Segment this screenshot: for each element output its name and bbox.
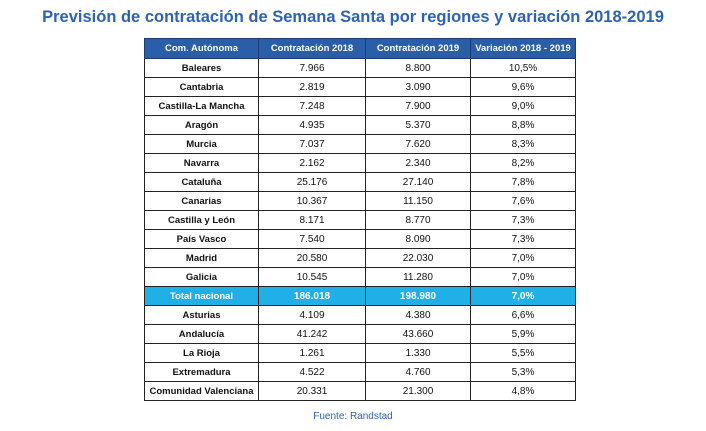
cell-variation: 7,3%	[470, 229, 576, 249]
cell-hiring-2018: 186.018	[258, 286, 366, 306]
cell-variation: 7,0%	[470, 248, 576, 268]
cell-hiring-2018: 10.367	[258, 191, 366, 211]
cell-hiring-2019: 1.330	[365, 343, 471, 363]
table-row: Baleares 7.966 8.800 10,5%	[144, 58, 576, 78]
table-row: Murcia 7.037 7.620 8,3%	[144, 134, 576, 154]
table-row: Aragón 4.935 5.370 8,8%	[144, 115, 576, 135]
table-row: Navarra 2.162 2.340 8,2%	[144, 153, 576, 173]
table-row: País Vasco 7.540 8.090 7,3%	[144, 229, 576, 249]
cell-region: Madrid	[144, 248, 259, 268]
hiring-table: Com. Autónoma Contratación 2018 Contrata…	[144, 38, 576, 401]
cell-variation: 10,5%	[470, 58, 576, 78]
cell-variation: 9,0%	[470, 96, 576, 116]
table-row: Castilla-La Mancha 7.248 7.900 9,0%	[144, 96, 576, 116]
column-header-variation: Variación 2018 - 2019	[470, 38, 576, 59]
cell-hiring-2019: 4.760	[365, 362, 471, 382]
cell-hiring-2019: 27.140	[365, 172, 471, 192]
cell-hiring-2018: 7.966	[258, 58, 366, 78]
table-row: Andalucía 41.242 43.660 5,9%	[144, 324, 576, 344]
cell-hiring-2019: 21.300	[365, 381, 471, 401]
cell-hiring-2018: 7.540	[258, 229, 366, 249]
cell-hiring-2018: 2.162	[258, 153, 366, 173]
cell-hiring-2018: 8.171	[258, 210, 366, 230]
cell-variation: 9,6%	[470, 77, 576, 97]
cell-hiring-2018: 20.580	[258, 248, 366, 268]
cell-region: Cataluña	[144, 172, 259, 192]
cell-hiring-2018: 20.331	[258, 381, 366, 401]
cell-region: Asturias	[144, 305, 259, 325]
cell-hiring-2019: 5.370	[365, 115, 471, 135]
table-row: Castilla y León 8.171 8.770 7,3%	[144, 210, 576, 230]
cell-variation: 7,8%	[470, 172, 576, 192]
table-row: Madrid 20.580 22.030 7,0%	[144, 248, 576, 268]
cell-hiring-2019: 11.280	[365, 267, 471, 287]
cell-hiring-2019: 22.030	[365, 248, 471, 268]
cell-region: Cantabria	[144, 77, 259, 97]
cell-hiring-2019: 8.090	[365, 229, 471, 249]
cell-hiring-2019: 8.800	[365, 58, 471, 78]
table-row: Galicia 10.545 11.280 7,0%	[144, 267, 576, 287]
table-body: Baleares 7.966 8.800 10,5% Cantabria 2.819 3.0…	[144, 58, 576, 401]
column-header-region: Com. Autónoma	[144, 38, 259, 59]
table-row: Asturias 4.109 4.380 6,6%	[144, 305, 576, 325]
cell-hiring-2019: 7.620	[365, 134, 471, 154]
cell-region: Total nacional	[144, 286, 259, 306]
table-row: Cataluña 25.176 27.140 7,8%	[144, 172, 576, 192]
cell-region: Aragón	[144, 115, 259, 135]
cell-region: Canarias	[144, 191, 259, 211]
page-title: Previsión de contratación de Semana Sant…	[42, 8, 664, 26]
cell-variation: 8,8%	[470, 115, 576, 135]
cell-hiring-2019: 11.150	[365, 191, 471, 211]
cell-region: Andalucía	[144, 324, 259, 344]
table-total-row: Total nacional 186.018 198.980 7,0%	[144, 286, 576, 306]
column-header-hiring-2019: Contratación 2019	[365, 38, 471, 59]
cell-region: Baleares	[144, 58, 259, 78]
cell-variation: 5,9%	[470, 324, 576, 344]
cell-hiring-2018: 41.242	[258, 324, 366, 344]
cell-hiring-2018: 1.261	[258, 343, 366, 363]
table-row: La Rioja 1.261 1.330 5,5%	[144, 343, 576, 363]
cell-variation: 4,8%	[470, 381, 576, 401]
source-note: Fuente: Randstad	[313, 411, 393, 422]
cell-hiring-2019: 7.900	[365, 96, 471, 116]
cell-region: Extremadura	[144, 362, 259, 382]
cell-region: Murcia	[144, 134, 259, 154]
cell-hiring-2019: 43.660	[365, 324, 471, 344]
cell-hiring-2019: 4.380	[365, 305, 471, 325]
cell-hiring-2018: 4.109	[258, 305, 366, 325]
cell-hiring-2019: 3.090	[365, 77, 471, 97]
table-header-row: Com. Autónoma Contratación 2018 Contrata…	[144, 38, 576, 59]
cell-hiring-2018: 7.248	[258, 96, 366, 116]
cell-region: La Rioja	[144, 343, 259, 363]
cell-hiring-2018: 7.037	[258, 134, 366, 154]
cell-variation: 6,6%	[470, 305, 576, 325]
cell-region: Castilla-La Mancha	[144, 96, 259, 116]
cell-region: Navarra	[144, 153, 259, 173]
cell-variation: 7,0%	[470, 286, 576, 306]
table-row: Cantabria 2.819 3.090 9,6%	[144, 77, 576, 97]
cell-hiring-2019: 8.770	[365, 210, 471, 230]
table-row: Extremadura 4.522 4.760 5,3%	[144, 362, 576, 382]
cell-hiring-2018: 4.935	[258, 115, 366, 135]
table-row: Canarias 10.367 11.150 7,6%	[144, 191, 576, 211]
cell-region: Galicia	[144, 267, 259, 287]
cell-variation: 7,3%	[470, 210, 576, 230]
cell-hiring-2018: 2.819	[258, 77, 366, 97]
cell-hiring-2018: 10.545	[258, 267, 366, 287]
cell-variation: 5,3%	[470, 362, 576, 382]
cell-region: Castilla y León	[144, 210, 259, 230]
cell-region: Comunidad Valenciana	[144, 381, 259, 401]
cell-variation: 8,2%	[470, 153, 576, 173]
cell-variation: 8,3%	[470, 134, 576, 154]
cell-hiring-2018: 4.522	[258, 362, 366, 382]
table-row: Comunidad Valenciana 20.331 21.300 4,8%	[144, 381, 576, 401]
cell-hiring-2018: 25.176	[258, 172, 366, 192]
cell-region: País Vasco	[144, 229, 259, 249]
cell-variation: 5,5%	[470, 343, 576, 363]
cell-variation: 7,0%	[470, 267, 576, 287]
column-header-hiring-2018: Contratación 2018	[258, 38, 366, 59]
cell-hiring-2019: 2.340	[365, 153, 471, 173]
cell-variation: 7,6%	[470, 191, 576, 211]
cell-hiring-2019: 198.980	[365, 286, 471, 306]
